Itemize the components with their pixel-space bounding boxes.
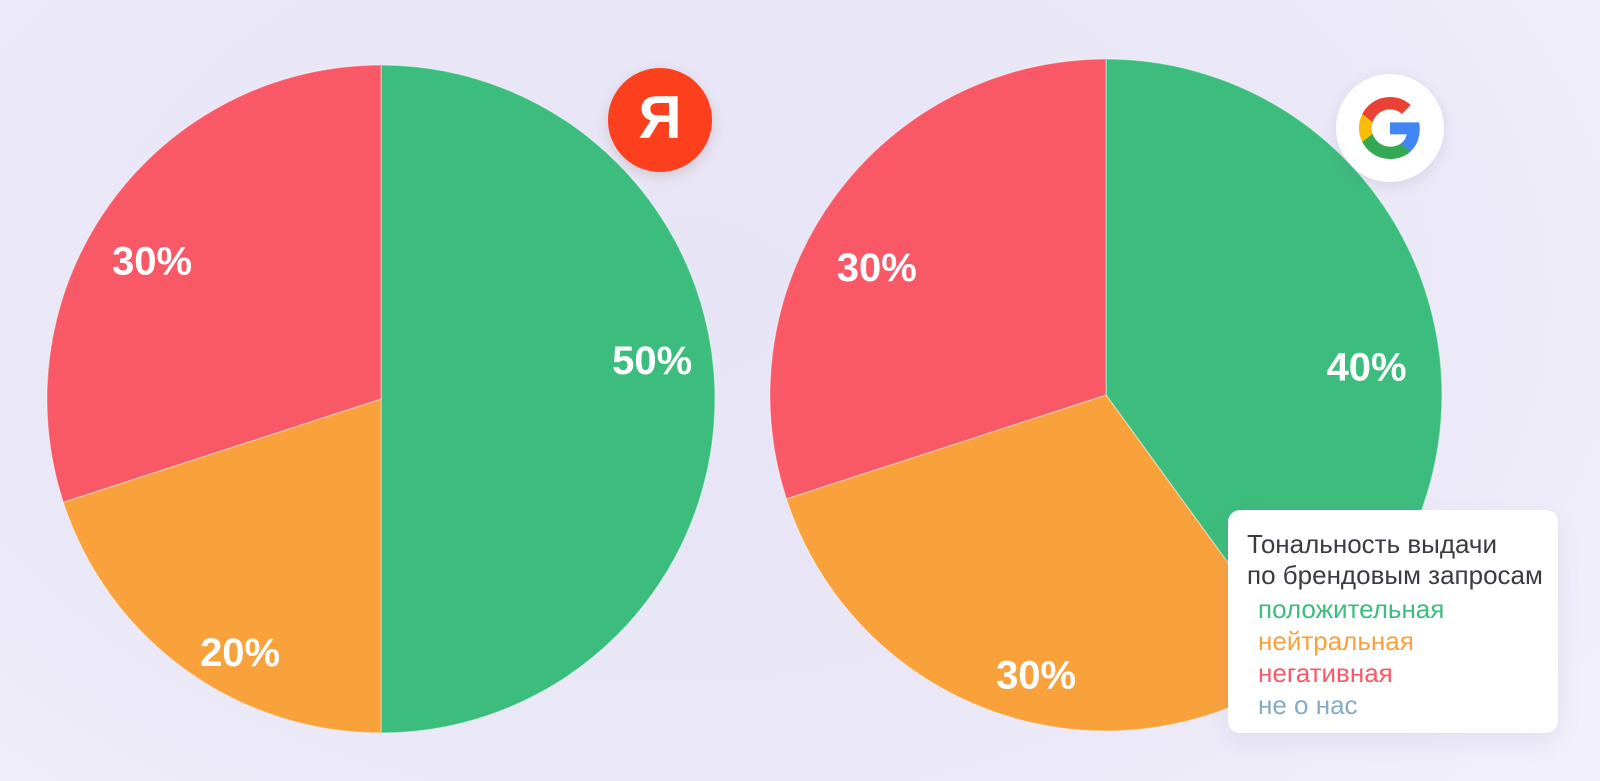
legend-items-list: положительная нейтральная негативная не … [1247, 593, 1548, 721]
legend-card: Тональность выдачи по брендовым запросам… [1228, 510, 1558, 733]
legend-title-line1: Тональность выдачи [1247, 529, 1497, 559]
yandex-logo-badge: Я [608, 68, 712, 172]
legend-item-neutral: нейтральная [1258, 626, 1414, 656]
pie-slice-google-3 [769, 58, 1107, 500]
pie-percent-label: 40% [1327, 346, 1407, 390]
yandex-letter-icon: Я [638, 84, 682, 151]
pie-percent-label: 30% [996, 653, 1076, 697]
google-g-icon [1359, 97, 1420, 159]
pie-chart-yandex: 50% 20% 30% [46, 64, 716, 734]
pie-percent-label: 50% [612, 339, 692, 383]
google-logo-badge [1336, 74, 1444, 182]
legend-item-not-about-us: не о нас [1258, 690, 1358, 720]
legend-title-line2: по брендовым запросам [1247, 560, 1543, 590]
pie-slice-yandex-1 [380, 64, 716, 734]
pie-percent-label: 30% [837, 246, 917, 290]
pie-percent-label: 30% [112, 239, 192, 283]
pie-slice-yandex-2 [62, 398, 382, 734]
legend-item-positive: положительная [1258, 594, 1445, 624]
legend-item-negative: негативная [1258, 658, 1393, 688]
pie-percent-label: 20% [200, 631, 280, 675]
pie-slice-yandex-3 [46, 64, 382, 503]
